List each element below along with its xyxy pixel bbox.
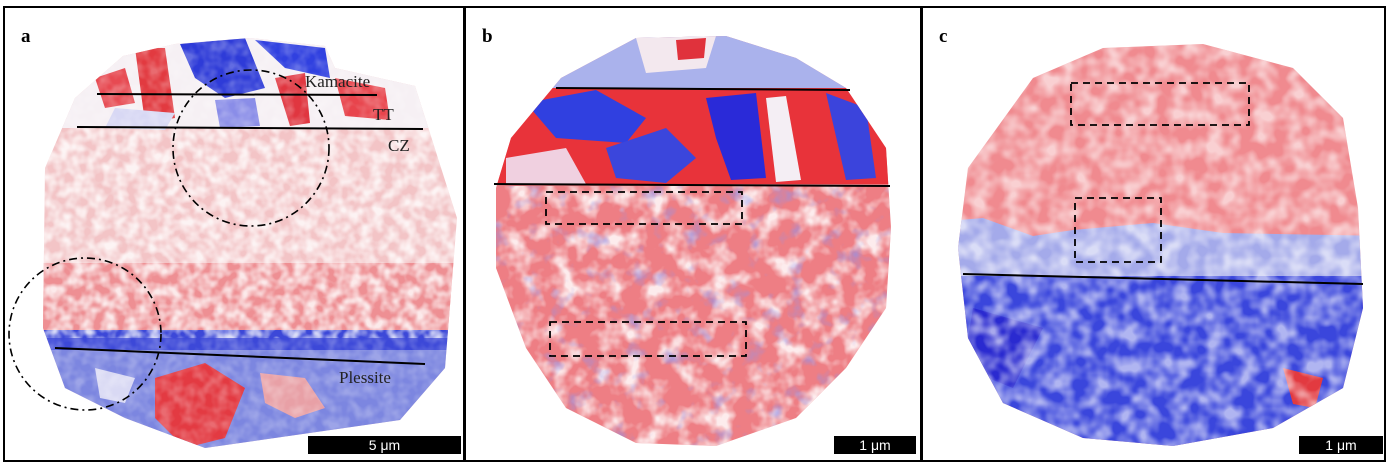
panel-c: c 1 μm — [921, 6, 1386, 462]
scale-bar: 5 μm — [308, 436, 461, 454]
panel-b: b 1 μm — [464, 6, 922, 462]
panel-letter: a — [21, 26, 31, 47]
plessite-label: Plessite — [339, 368, 391, 387]
panel-letter: c — [939, 26, 948, 47]
tt-label: TT — [373, 105, 394, 124]
panel-b-map — [493, 36, 891, 446]
panel-a-map — [8, 38, 457, 448]
panel-c-map — [958, 44, 1364, 446]
panel-a: a Kamacite TT CZ Plessite 5 μm — [3, 6, 465, 462]
panel-letter: b — [482, 26, 493, 47]
cz-label: CZ — [388, 136, 410, 155]
kamacite-label: Kamacite — [305, 72, 371, 91]
scale-bar: 1 μm — [1299, 436, 1383, 454]
scale-bar: 1 μm — [834, 436, 916, 454]
